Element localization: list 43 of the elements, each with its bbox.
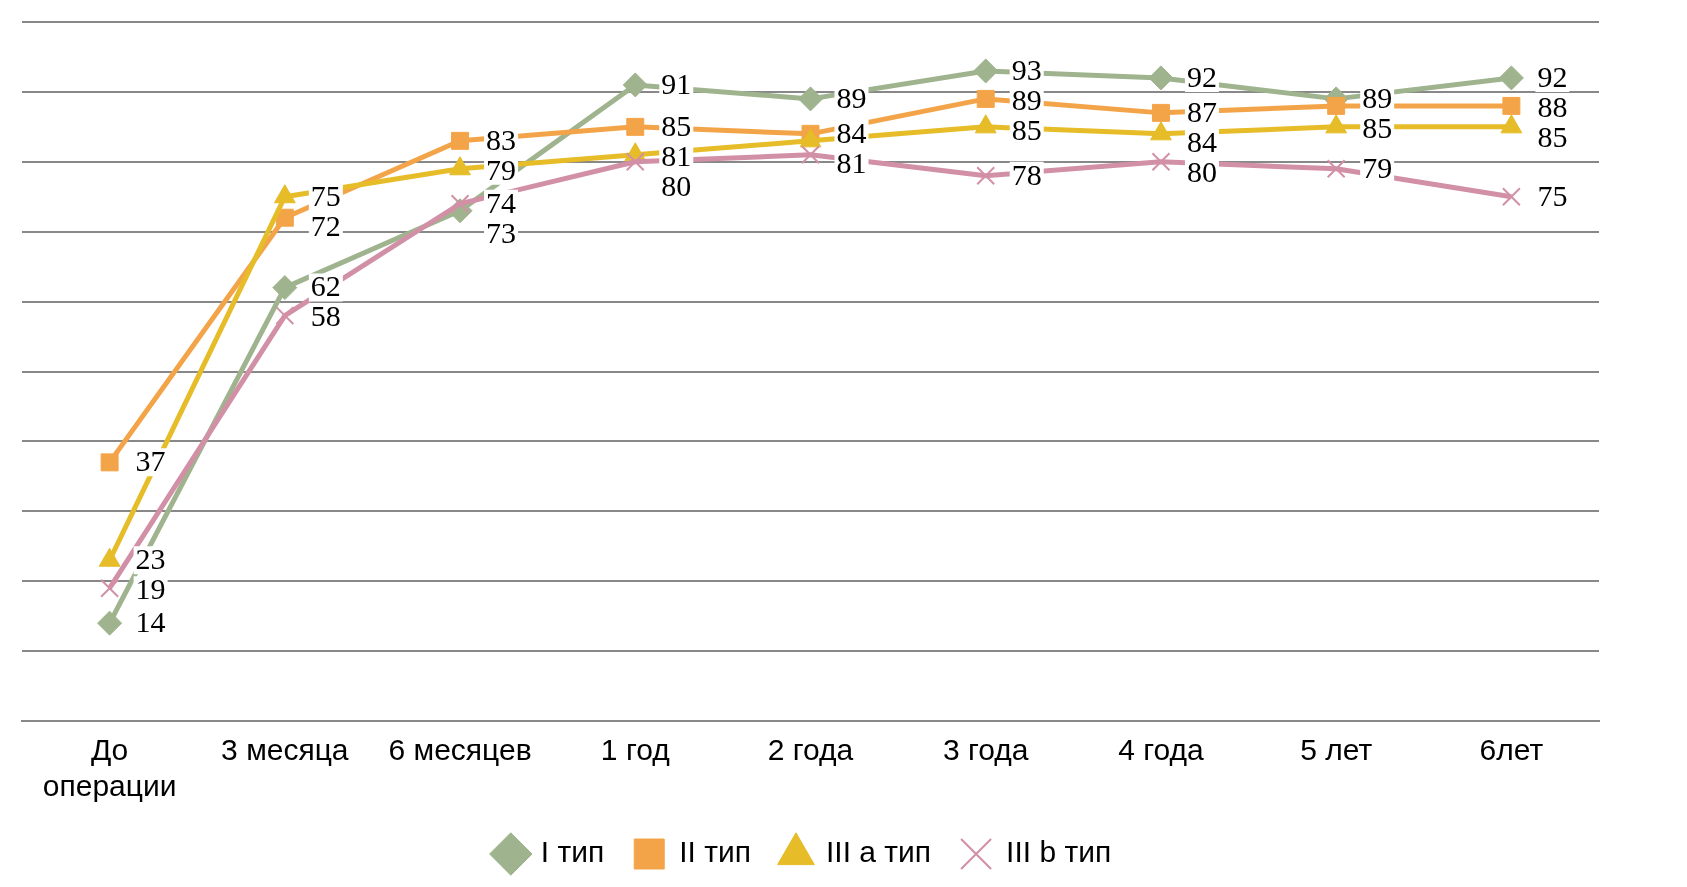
point [1502,96,1521,115]
point [1151,103,1170,122]
x-tick-label: 6лет [1479,733,1544,767]
point [1326,159,1346,179]
point [1498,65,1524,91]
data-label: 79 [1362,150,1393,184]
data-label: 37 [135,444,166,478]
data-label: 89 [836,80,867,114]
point [973,58,999,84]
point [1148,65,1174,91]
legend-label: I тип [540,835,605,869]
x-tick-label: 6 месяцев [388,733,532,767]
data-label: 14 [135,605,166,639]
point [1501,187,1521,207]
point [622,72,648,98]
x-tick-label: 5 лет [1300,733,1373,767]
point [976,89,995,108]
point [275,306,295,326]
point [626,117,645,136]
legend-label: III b тип [1006,835,1112,869]
point [272,275,298,301]
data-label: 92 [1186,59,1217,93]
x-tick-label: 2 года [767,733,854,767]
point [1151,152,1171,172]
x-tick-label: До операции [42,733,177,803]
data-label: 78 [1011,157,1042,191]
x-tick-label: 3 месяца [221,733,349,767]
legend-label: III a тип [825,835,932,869]
point [801,145,820,165]
x-tick-label: 4 года [1118,733,1205,767]
point [1327,96,1346,115]
data-label: 91 [661,66,692,100]
x-tick-label: 3 года [942,733,1029,767]
point [976,166,996,186]
x-tick-label: 1 год [600,733,670,767]
point [451,131,470,150]
point [798,86,823,112]
point [625,152,645,172]
point [100,578,120,598]
legend-label: II тип [679,835,751,869]
point [97,610,123,636]
point [100,453,119,472]
data-label: 75 [1537,178,1568,212]
